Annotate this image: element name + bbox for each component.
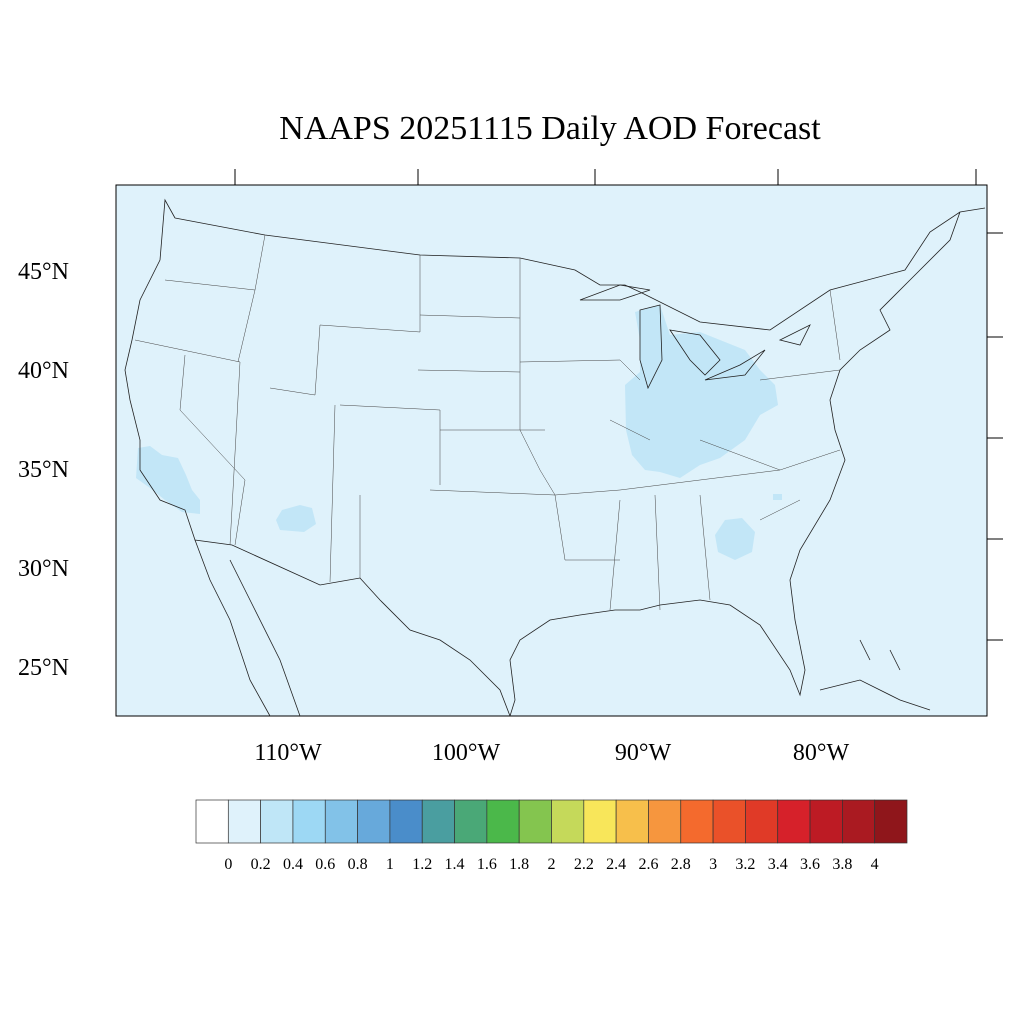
colorbar-label: 0	[224, 856, 233, 873]
colorbar-box	[421, 799, 455, 844]
colorbar-box	[389, 799, 423, 844]
axis-ticks	[234, 169, 1003, 641]
colorbar-box	[292, 799, 326, 844]
colorbar-label: 2.4	[606, 856, 627, 873]
map-title: NAAPS 20251115 Daily AOD Forecast	[279, 110, 821, 147]
lat-label: 25°N	[18, 655, 69, 681]
colorbar-box	[357, 799, 391, 844]
colorbar-label: 3.2	[735, 856, 756, 873]
lon-label: 100°W	[431, 740, 501, 766]
colorbar-label: 3.4	[767, 856, 788, 873]
colorbar-label: 3.6	[800, 856, 821, 873]
colorbar-box	[324, 799, 358, 844]
colorbar-label: 0.4	[282, 856, 303, 873]
aod-patch-southern-california	[136, 446, 200, 514]
lon-label: 110°W	[254, 740, 322, 766]
colorbar-box	[518, 799, 552, 844]
colorbar-label: 1.8	[509, 856, 530, 873]
colorbar-box	[486, 799, 520, 844]
lon-label: 90°W	[614, 740, 672, 766]
colorbar-label: 1.2	[412, 856, 433, 873]
mexico-coast	[194, 539, 301, 717]
lon-label: 80°W	[792, 740, 850, 766]
cuba-bahamas	[819, 639, 931, 711]
colorbar-label: 0.8	[347, 856, 368, 873]
aod-patches	[136, 305, 782, 560]
colorbar-box	[874, 799, 908, 844]
aod-patch-arizona	[276, 505, 316, 532]
aod-patch-georgia	[715, 518, 755, 560]
lat-label: 30°N	[18, 556, 69, 582]
lat-label: 35°N	[18, 457, 69, 483]
colorbar-label: 2	[547, 856, 556, 873]
colorbar-box	[777, 799, 811, 844]
colorbar-label: 2.8	[670, 856, 691, 873]
colorbar-label: 1.6	[476, 856, 497, 873]
colorbar-box	[195, 799, 229, 844]
colorbar-box	[648, 799, 682, 844]
colorbar-label: 2.6	[638, 856, 659, 873]
colorbar-label: 0.2	[250, 856, 271, 873]
colorbar	[195, 799, 908, 844]
colorbar-label: 3.8	[832, 856, 853, 873]
great-lakes	[579, 284, 811, 390]
aod-patch-nc	[773, 494, 782, 500]
colorbar-label: 0.6	[315, 856, 336, 873]
colorbar-box	[583, 799, 617, 844]
colorbar-box	[227, 799, 261, 844]
colorbar-label: 1.4	[444, 856, 465, 873]
colorbar-label: 2.2	[573, 856, 594, 873]
colorbar-box	[842, 799, 876, 844]
colorbar-box	[615, 799, 649, 844]
state-borders	[134, 234, 841, 611]
aod-patch-midwest	[625, 305, 778, 478]
colorbar-box	[260, 799, 294, 844]
colorbar-label: 4	[870, 856, 879, 873]
colorbar-label: 3	[709, 856, 718, 873]
colorbar-box	[745, 799, 779, 844]
coastlines-and-borders	[124, 198, 986, 717]
us-outline	[124, 198, 986, 717]
colorbar-box	[712, 799, 746, 844]
lat-label: 45°N	[18, 259, 69, 285]
colorbar-box	[551, 799, 585, 844]
colorbar-label: 1	[385, 856, 394, 873]
colorbar-box	[809, 799, 843, 844]
lat-label: 40°N	[18, 358, 69, 384]
colorbar-box	[454, 799, 488, 844]
colorbar-box	[680, 799, 714, 844]
